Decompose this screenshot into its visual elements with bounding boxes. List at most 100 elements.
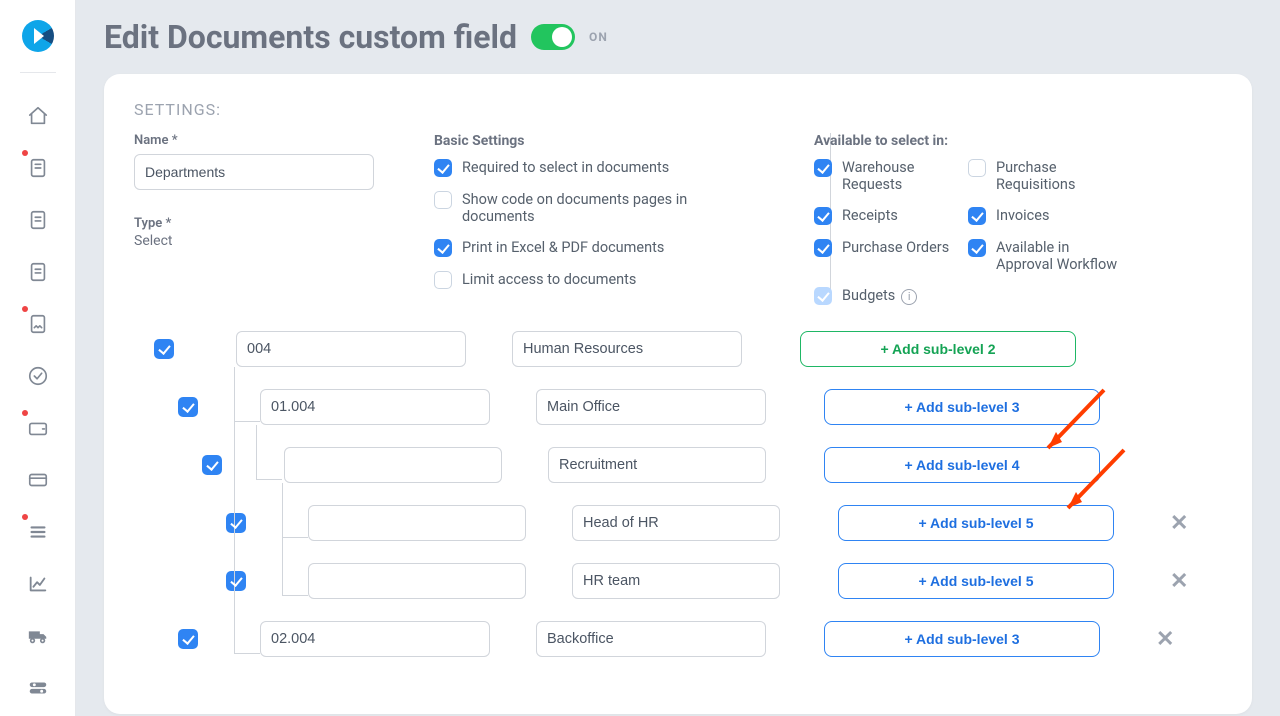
basic-setting-row[interactable]: Print in Excel & PDF documents	[434, 239, 694, 257]
delete-row-icon[interactable]: ✕	[1170, 569, 1188, 594]
row-code-input[interactable]	[284, 447, 502, 483]
notification-dot-icon	[22, 514, 28, 520]
logo-icon	[22, 20, 54, 52]
status-toggle-label: ON	[589, 30, 608, 44]
nav-invoice-icon[interactable]	[18, 307, 58, 341]
main-area: Edit Documents custom field ON SETTINGS:…	[76, 0, 1280, 714]
available-option-label: Purchase Orders	[842, 239, 949, 256]
checkbox[interactable]	[434, 159, 452, 177]
basic-setting-label: Show code on documents pages in document…	[462, 191, 694, 225]
row-code-input[interactable]	[260, 389, 490, 425]
notification-dot-icon	[22, 306, 28, 312]
basic-setting-row[interactable]: Required to select in documents	[434, 159, 694, 177]
nav-list-icon[interactable]	[18, 515, 58, 549]
available-option-row[interactable]: Budgetsi	[814, 287, 964, 305]
nav-receipt-icon[interactable]	[18, 151, 58, 185]
row-code-input[interactable]	[308, 563, 526, 599]
available-option-label: Purchase Requisitions	[996, 159, 1128, 193]
add-sublevel-button[interactable]: + Add sub-level 3	[824, 389, 1100, 425]
nav-wallet-icon[interactable]	[18, 411, 58, 445]
notification-dot-icon	[22, 410, 28, 416]
available-option-row[interactable]: Purchase Orders	[814, 239, 964, 273]
row-checkbox[interactable]	[202, 455, 222, 475]
settings-col-name: Name * Type * Select	[134, 133, 434, 305]
status-toggle[interactable]	[531, 24, 575, 50]
type-label: Type *	[134, 216, 434, 231]
nav-analytics-icon[interactable]	[18, 567, 58, 601]
settings-card: SETTINGS: Name * Type * Select Basic Set…	[104, 74, 1252, 714]
options-tree: + Add sub-level 2+ Add sub-level 3+ Add …	[134, 329, 1222, 659]
available-option-row[interactable]: Available in Approval Workflow	[968, 239, 1128, 273]
basic-setting-label: Required to select in documents	[462, 159, 669, 176]
row-code-input[interactable]	[308, 505, 526, 541]
checkbox[interactable]	[434, 191, 452, 209]
left-sidebar	[0, 0, 76, 716]
nav-doc1-icon[interactable]	[18, 203, 58, 237]
tree-connector	[234, 367, 260, 654]
basic-setting-label: Print in Excel & PDF documents	[462, 239, 664, 256]
row-name-input[interactable]	[536, 621, 766, 657]
notification-dot-icon	[22, 150, 28, 156]
delete-row-icon[interactable]: ✕	[1156, 627, 1174, 652]
basic-setting-row[interactable]: Limit access to documents	[434, 271, 694, 289]
name-input[interactable]	[134, 154, 374, 190]
checkbox[interactable]	[814, 239, 832, 257]
row-code-input[interactable]	[260, 621, 490, 657]
checkbox[interactable]	[814, 287, 832, 305]
add-sublevel-button[interactable]: + Add sub-level 4	[824, 447, 1100, 483]
available-option-row[interactable]: Invoices	[968, 207, 1128, 225]
row-checkbox[interactable]	[154, 339, 174, 359]
available-option-label: Warehouse Requests	[842, 159, 964, 193]
checkbox[interactable]	[968, 159, 986, 177]
nav-settings-icon[interactable]	[18, 671, 58, 705]
tree-connector	[282, 483, 308, 596]
available-option-label: Available in Approval Workflow	[996, 239, 1128, 273]
row-name-input[interactable]	[572, 563, 780, 599]
row-code-input[interactable]	[236, 331, 466, 367]
available-option-label: Receipts	[842, 207, 898, 224]
type-value: Select	[134, 233, 434, 249]
checkbox[interactable]	[434, 271, 452, 289]
basic-setting-label: Limit access to documents	[462, 271, 636, 288]
checkbox[interactable]	[434, 239, 452, 257]
add-sublevel-button[interactable]: + Add sub-level 3	[824, 621, 1100, 657]
settings-section-label: SETTINGS:	[134, 100, 1222, 119]
tree-row: + Add sub-level 3	[154, 387, 1222, 427]
available-option-row[interactable]: Warehouse Requests	[814, 159, 964, 193]
nav-check-icon[interactable]	[18, 359, 58, 393]
checkbox[interactable]	[814, 159, 832, 177]
settings-col-available: Available to select in: Warehouse Reques…	[814, 133, 1222, 305]
row-name-input[interactable]	[536, 389, 766, 425]
page-header: Edit Documents custom field ON	[104, 18, 1252, 56]
nav-home-icon[interactable]	[18, 99, 58, 133]
row-name-input[interactable]	[572, 505, 780, 541]
row-checkbox[interactable]	[178, 397, 198, 417]
nav-doc2-icon[interactable]	[18, 255, 58, 289]
available-label: Available to select in:	[814, 133, 1222, 149]
row-checkbox[interactable]	[178, 629, 198, 649]
info-icon[interactable]: i	[901, 289, 917, 305]
delete-row-icon[interactable]: ✕	[1170, 511, 1188, 536]
tree-row: + Add sub-level 2	[154, 329, 1222, 369]
row-name-input[interactable]	[548, 447, 766, 483]
checkbox[interactable]	[968, 207, 986, 225]
tree-row: + Add sub-level 4	[154, 445, 1222, 485]
tree-row: + Add sub-level 5 ✕	[154, 561, 1222, 601]
checkbox[interactable]	[968, 239, 986, 257]
add-sublevel-button[interactable]: + Add sub-level 5	[838, 505, 1114, 541]
available-option-row[interactable]: Purchase Requisitions	[968, 159, 1128, 193]
add-sublevel-button[interactable]: + Add sub-level 5	[838, 563, 1114, 599]
available-option-row[interactable]: Receipts	[814, 207, 964, 225]
basic-settings-label: Basic Settings	[434, 133, 794, 149]
row-name-input[interactable]	[512, 331, 742, 367]
available-option-label: Invoices	[996, 207, 1049, 224]
add-sublevel-button[interactable]: + Add sub-level 2	[800, 331, 1076, 367]
tree-row: + Add sub-level 3 ✕	[154, 619, 1222, 659]
checkbox[interactable]	[814, 207, 832, 225]
settings-col-basic: Basic Settings Required to select in doc…	[434, 133, 794, 305]
nav-truck-icon[interactable]	[18, 619, 58, 653]
basic-setting-row[interactable]: Show code on documents pages in document…	[434, 191, 694, 225]
nav-card-icon[interactable]	[18, 463, 58, 497]
sidebar-divider	[20, 72, 56, 73]
name-label: Name *	[134, 133, 434, 148]
